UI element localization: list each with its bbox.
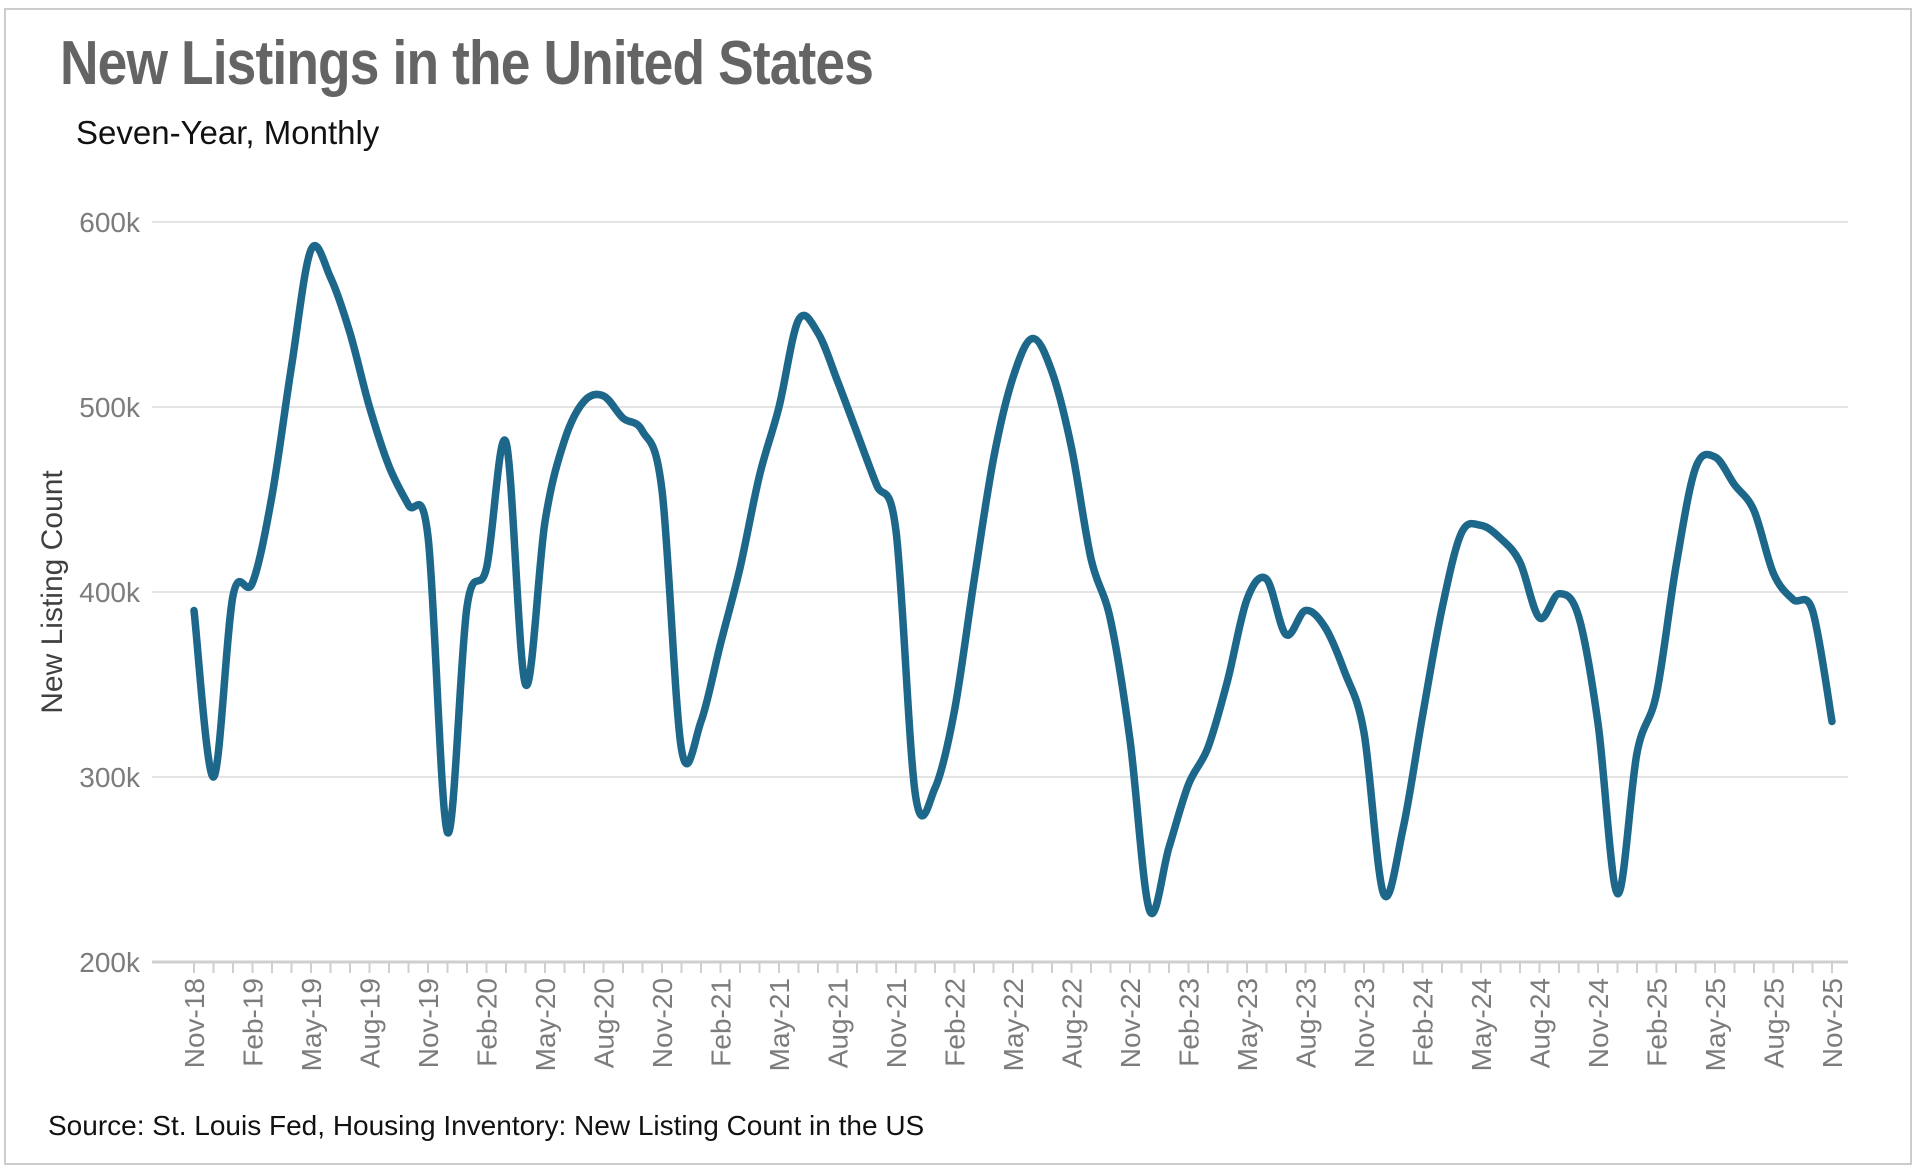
y-tick-200k: 200k bbox=[79, 947, 141, 978]
y-tick-600k: 600k bbox=[79, 207, 141, 238]
chart-subtitle: Seven-Year, Monthly bbox=[76, 114, 380, 151]
x-tick-label: Feb-20 bbox=[472, 978, 503, 1067]
x-tick-label: May-24 bbox=[1466, 978, 1497, 1071]
x-tick-label: Nov-18 bbox=[179, 978, 210, 1068]
y-axis-title: New Listing Count bbox=[36, 470, 69, 714]
y-axis-tick-labels: 600k 500k 400k 300k 200k bbox=[79, 207, 141, 978]
x-tick-label: May-22 bbox=[998, 978, 1029, 1071]
chart-title: New Listings in the United States bbox=[60, 29, 874, 98]
x-tick-label: May-25 bbox=[1700, 978, 1731, 1071]
x-tick-label: Feb-19 bbox=[238, 978, 269, 1067]
x-tick-label: Nov-21 bbox=[881, 978, 912, 1068]
x-tick-label: May-23 bbox=[1232, 978, 1263, 1071]
x-tick-label: Aug-25 bbox=[1759, 978, 1790, 1068]
x-tick-label: Aug-22 bbox=[1057, 978, 1088, 1068]
x-tick-label: May-20 bbox=[530, 978, 561, 1071]
x-tick-label: Feb-21 bbox=[706, 978, 737, 1067]
x-tick-label: May-19 bbox=[296, 978, 327, 1071]
x-tick-label: Nov-24 bbox=[1583, 978, 1614, 1068]
y-tick-500k: 500k bbox=[79, 392, 141, 423]
x-axis-tick-labels: Nov-18 Feb-19 May-19 Aug-19 Nov-19 Feb-20 May-… bbox=[179, 978, 1848, 1071]
x-tick-label: Feb-24 bbox=[1408, 978, 1439, 1067]
x-tick-label: Feb-22 bbox=[940, 978, 971, 1067]
x-tick-label: May-21 bbox=[764, 978, 795, 1071]
x-tick-label: Nov-23 bbox=[1349, 978, 1380, 1068]
x-tick-label: Nov-22 bbox=[1115, 978, 1146, 1068]
x-tick-label: Feb-25 bbox=[1642, 978, 1673, 1067]
x-axis bbox=[152, 960, 1848, 973]
x-tick-label: Nov-19 bbox=[413, 978, 444, 1068]
new-listings-line-series bbox=[190, 242, 1836, 917]
x-tick-label: Nov-25 bbox=[1817, 978, 1848, 1068]
x-tick-label: Aug-19 bbox=[355, 978, 386, 1068]
source-note: Source: St. Louis Fed, Housing Inventory… bbox=[48, 1110, 925, 1141]
x-tick-label: Aug-23 bbox=[1291, 978, 1322, 1068]
x-tick-label: Feb-23 bbox=[1174, 978, 1205, 1067]
x-tick-label: Aug-21 bbox=[823, 978, 854, 1068]
x-tick-label: Aug-24 bbox=[1525, 978, 1556, 1068]
y-tick-300k: 300k bbox=[79, 762, 141, 793]
y-tick-400k: 400k bbox=[79, 577, 141, 608]
x-tick-label: Nov-20 bbox=[647, 978, 678, 1068]
x-tick-label: Aug-20 bbox=[589, 978, 620, 1068]
